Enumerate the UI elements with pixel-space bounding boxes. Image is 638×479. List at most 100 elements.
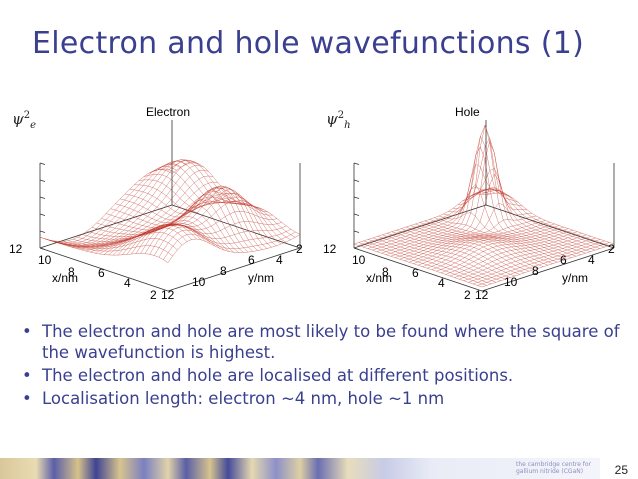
x-tick-10: 10	[352, 253, 366, 267]
z-tick-mark	[39, 213, 46, 216]
y-tick-6: 6	[248, 253, 255, 267]
surface-mesh-line	[396, 229, 525, 274]
surface-mesh-line	[54, 232, 183, 248]
surface-mesh-line	[44, 238, 173, 257]
surface-mesh-line	[63, 224, 192, 247]
y-tick-4: 4	[588, 253, 595, 267]
footer-decorative-band	[0, 458, 600, 479]
z-tick-mark	[353, 162, 360, 165]
page-number: 25	[614, 463, 628, 477]
axis-box-edge	[353, 247, 483, 292]
surface-mesh-line	[144, 210, 278, 254]
surface-mesh-line	[143, 174, 272, 248]
surface-mesh-line	[382, 234, 511, 278]
z-tick-mark	[353, 179, 360, 182]
surface-mesh-line	[49, 238, 178, 251]
bullet-list: • The electron and hole are most likely t…	[22, 321, 622, 411]
surface-mesh-line	[449, 232, 583, 277]
x-tick-12: 12	[323, 242, 337, 256]
surface-mesh-line	[135, 192, 269, 254]
surface-mesh-line	[353, 243, 483, 288]
surface-mesh-line	[405, 226, 534, 270]
y-tick-10: 10	[192, 275, 206, 289]
surface-mesh-line	[72, 165, 205, 248]
z-tick-mark	[353, 196, 360, 199]
hole-plot-svg	[353, 120, 615, 292]
y-tick-8: 8	[532, 264, 539, 278]
surface-mesh-line	[472, 240, 605, 285]
bullet-dot-icon: •	[22, 322, 32, 341]
z-tick-mark	[353, 213, 360, 216]
hole-z-axis-label: ψ2h	[326, 110, 351, 131]
hole-wavefunction-plot: Hole ψ2h 12 10 8 6 4 2 x/nm 12 10 8 6 4 …	[318, 100, 618, 305]
surface-mesh-line	[459, 236, 592, 280]
x-axis-label: x/nm	[366, 271, 393, 285]
surface-mesh-line	[386, 232, 516, 277]
surface-mesh-line	[353, 193, 487, 245]
surface-mesh-line	[440, 229, 573, 274]
z-tick-mark	[353, 230, 360, 233]
surface-mesh-line	[463, 237, 596, 281]
surface-mesh-line	[481, 243, 615, 288]
surface-mesh-line	[149, 221, 282, 255]
z-tick-mark	[39, 179, 46, 182]
surface-mesh-line	[401, 228, 530, 272]
surface-mesh-line	[363, 240, 492, 285]
electron-plot-title: Electron	[146, 105, 191, 119]
y-tick-8: 8	[220, 264, 227, 278]
x-tick-2: 2	[150, 288, 157, 302]
bullet-item: • The electron and hole are most likely t…	[22, 322, 620, 362]
surface-mesh-line	[368, 239, 497, 283]
bullet-item: • The electron and hole are localised at …	[22, 366, 514, 385]
axis-box-edge	[39, 204, 173, 249]
y-tick-2: 2	[296, 242, 303, 256]
y-axis-label: y/nm	[248, 271, 275, 285]
surface-mesh-line	[415, 223, 544, 267]
z-tick-mark	[39, 196, 46, 199]
surface-mesh-line	[410, 225, 539, 269]
axis-box-edge	[481, 247, 615, 292]
x-tick-10: 10	[38, 253, 52, 267]
surface-mesh-line	[376, 163, 510, 252]
surface-mesh-line	[477, 242, 610, 286]
axis-box-edge	[167, 247, 301, 292]
x-axis-label: x/nm	[52, 271, 79, 285]
surface-mesh-line	[158, 228, 292, 258]
surface-mesh-line	[67, 161, 200, 247]
x-tick-6: 6	[98, 266, 105, 280]
surface-mesh-line	[390, 140, 523, 257]
axis-box-edge	[485, 204, 615, 249]
surface-mesh-line	[154, 225, 287, 256]
bullet-item: • Localisation length: electron ~4 nm, ho…	[22, 389, 445, 408]
z-tick-mark	[39, 247, 46, 250]
surface-mesh-line	[427, 225, 560, 269]
z-tick-mark	[39, 162, 46, 165]
z-tick-mark	[353, 247, 360, 250]
surface-mesh-line	[385, 124, 519, 255]
electron-plot-svg	[39, 120, 301, 292]
surface-mesh-line	[163, 231, 296, 260]
x-tick-2: 2	[464, 288, 471, 302]
surface-mesh-line	[445, 231, 578, 275]
z-tick-mark	[39, 230, 46, 233]
surface-mesh-line	[417, 222, 551, 266]
y-tick-6: 6	[560, 253, 567, 267]
y-tick-12: 12	[161, 288, 175, 302]
surface-mesh-line	[49, 163, 182, 245]
electron-wavefunction-plot: Electron ψ2e 12 10 8 6 4 2 x/nm 12 10 8 …	[4, 100, 304, 305]
surface-mesh-line	[58, 227, 188, 247]
surface-mesh-line	[85, 181, 218, 252]
surface-mesh-line	[431, 226, 564, 270]
x-tick-8: 8	[382, 265, 389, 279]
surface-mesh-line	[171, 162, 301, 235]
surface-mesh-line	[39, 236, 169, 263]
surface-mesh-line	[454, 234, 587, 278]
x-tick-6: 6	[412, 266, 419, 280]
surface-mesh-line	[381, 135, 514, 254]
surface-mesh-line	[140, 200, 273, 254]
y-tick-4: 4	[276, 253, 283, 267]
surface-mesh-line	[358, 242, 487, 286]
y-tick-12: 12	[475, 288, 489, 302]
bullet-dot-icon: •	[22, 389, 32, 408]
y-axis-label: y/nm	[562, 271, 589, 285]
